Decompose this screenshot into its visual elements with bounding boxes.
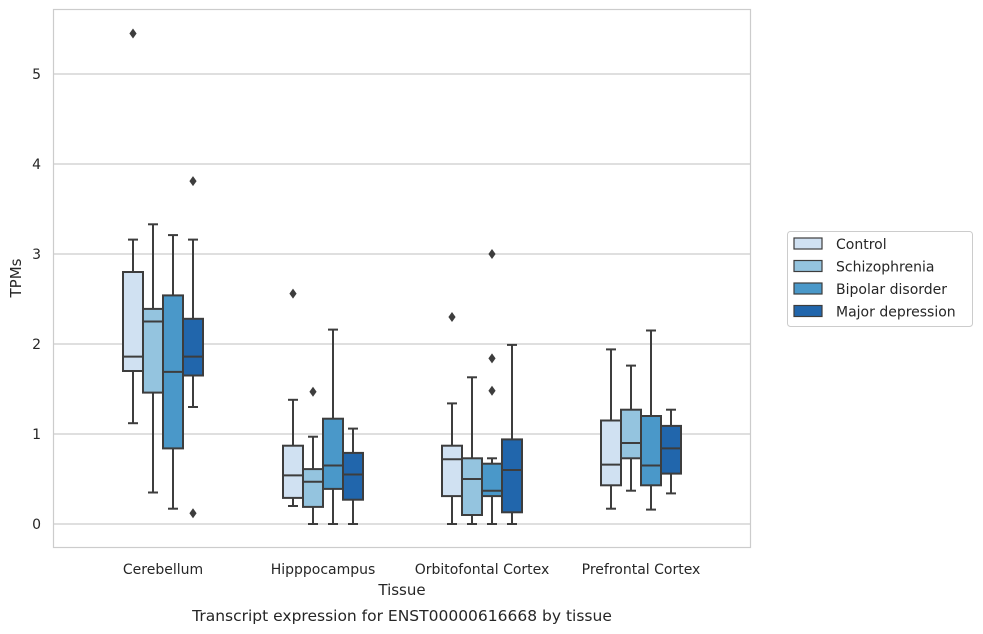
y-tick-label: 5 (32, 67, 41, 83)
box-schizophrenia-3 (620, 364, 642, 492)
iqr-box (461, 457, 483, 516)
y-tick-label: 4 (32, 157, 41, 173)
outlier-point (448, 312, 456, 322)
x-tick-label: Hipppocampus (271, 562, 376, 578)
iqr-box (342, 451, 364, 501)
legend-swatch (793, 304, 823, 318)
box-bipolar-disorder-1 (322, 328, 344, 525)
legend-swatch (793, 237, 823, 250)
box-control-1 (282, 288, 304, 507)
iqr-box (501, 438, 523, 514)
x-axis-label: Tissue (377, 581, 425, 599)
box-major-depression-2 (501, 343, 523, 525)
y-tick-label: 2 (32, 337, 41, 353)
iqr-box (182, 317, 204, 377)
outlier-point (488, 249, 496, 259)
box-schizophrenia-1 (302, 386, 324, 525)
iqr-box (640, 415, 662, 487)
box-bipolar-disorder-3 (640, 329, 662, 511)
box-control-3 (600, 348, 622, 510)
legend: Control Schizophrenia Bipolar disorder Majo… (787, 231, 973, 327)
iqr-box (660, 424, 682, 475)
iqr-box (282, 444, 304, 499)
legend-frame (787, 231, 973, 327)
outlier-point (488, 353, 496, 364)
x-tick-labels: Cerebellum Hipppocampus Orbitofontal Corte… (123, 562, 700, 578)
x-tick-label: Prefrontal Cortex (582, 562, 701, 578)
iqr-box (322, 417, 344, 490)
outlier-point (189, 508, 197, 519)
box-schizophrenia-2 (461, 376, 483, 525)
y-tick-labels: 0 1 2 3 4 5 (32, 67, 41, 533)
legend-swatch (793, 259, 823, 273)
plot-frame (52, 8, 752, 549)
iqr-box (620, 408, 642, 460)
box-control-0 (122, 28, 144, 425)
box-major-depression-3 (660, 408, 682, 495)
iqr-box (441, 444, 463, 498)
box-bipolar-disorder-2 (481, 249, 503, 525)
iqr-box (302, 468, 324, 508)
y-tick-label: 1 (32, 427, 41, 443)
box-schizophrenia-0 (142, 223, 164, 494)
outlier-point (309, 386, 317, 397)
y-tick-label: 0 (32, 517, 41, 533)
legend-label: Bipolar disorder (836, 282, 947, 298)
x-tick-label: Cerebellum (123, 562, 203, 578)
legend-swatch (793, 282, 823, 295)
box-bipolar-disorder-0 (162, 234, 184, 510)
iqr-box (600, 419, 622, 487)
chart-caption: Transcript expression for ENST0000061666… (191, 607, 612, 625)
y-tick-label: 3 (32, 247, 41, 263)
outlier-point (488, 385, 496, 396)
x-tick-label: Orbitofontal Cortex (415, 562, 550, 578)
y-axis-label: TPMs (7, 258, 25, 298)
outlier-point (289, 288, 297, 299)
legend-label: Control (836, 237, 887, 253)
legend-label: Major depression (836, 305, 956, 321)
box-major-depression-1 (342, 427, 364, 525)
boxes (122, 28, 682, 525)
outlier-point (129, 28, 137, 39)
legend-items: Control Schizophrenia Bipolar disorder Majo… (793, 237, 956, 321)
box-major-depression-0 (182, 176, 204, 519)
outlier-point (189, 176, 197, 187)
legend-label: Schizophrenia (836, 260, 934, 276)
